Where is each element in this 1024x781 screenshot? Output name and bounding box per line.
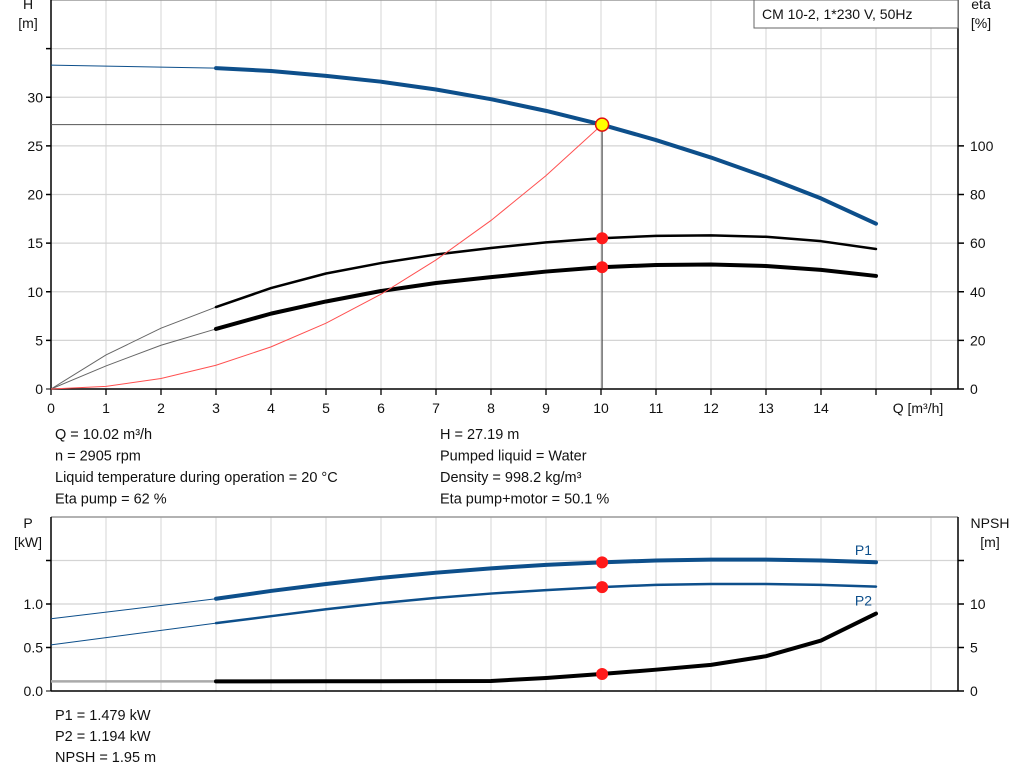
info-line: Density = 998.2 kg/m³ (440, 470, 582, 486)
curve-eta-pump (214, 234, 878, 309)
operating-point-npsh (596, 668, 609, 681)
x-tick-label: 4 (267, 400, 275, 416)
y-tick-label-left: 0.5 (24, 640, 44, 656)
info-line: Liquid temperature during operation = 20… (55, 470, 338, 486)
y-tick-label-left: 25 (27, 138, 43, 154)
operating-point-p2 (596, 581, 609, 594)
y-tick-label-left: 0 (35, 381, 43, 397)
x-tick-label: 2 (157, 400, 165, 416)
y-tick-label-right: 100 (970, 138, 994, 154)
curve-p1 (214, 557, 878, 601)
title-box (753, 0, 959, 29)
x-tick-label: 0 (47, 400, 55, 416)
y-tick-label-right: 0 (970, 683, 978, 699)
y-tick-label-left: 5 (35, 332, 43, 348)
y-tick-label-left: 15 (27, 235, 43, 251)
curve-p2 (214, 582, 878, 625)
y-tick-label-right: 20 (970, 332, 986, 348)
y-tick-label-left: 30 (27, 89, 43, 105)
series-label-p1: P1 (855, 542, 872, 558)
curve-p1-extrapolated (50, 598, 217, 620)
curve-h (214, 66, 878, 226)
info-line: Eta pump+motor = 50.1 % (440, 492, 609, 508)
y-tick-label-right: 10 (970, 596, 986, 612)
y-axis-label-right: [m] (980, 534, 999, 550)
y-axis-label-left: [m] (18, 15, 37, 31)
curve-system (50, 124, 603, 390)
x-tick-label: 3 (212, 400, 220, 416)
operating-point-p1 (596, 556, 609, 569)
y-tick-label-right: 0 (970, 381, 978, 397)
x-tick-label: 7 (432, 400, 440, 416)
info-line: P1 = 1.479 kW (55, 708, 151, 724)
info-line: NPSH = 1.95 m (55, 750, 156, 766)
y-tick-label-right: 5 (970, 640, 978, 656)
y-axis-label-left: P (23, 515, 32, 531)
info-line: H = 27.19 m (440, 427, 519, 443)
curve-eta-pump-extrapolated (50, 306, 217, 390)
series-label-p2: P2 (855, 593, 872, 609)
info-line: Eta pump = 62 % (55, 492, 167, 508)
y-tick-label-left: 20 (27, 187, 43, 203)
curve-eta-pump-motor-extrapolated (50, 328, 217, 390)
y-tick-label-right: 80 (970, 187, 986, 203)
y-tick-label-left: 1.0 (24, 596, 44, 612)
x-tick-label: 12 (703, 400, 719, 416)
y-tick-label-left: 10 (27, 284, 43, 300)
x-tick-label: 5 (322, 400, 330, 416)
operating-point-eta-pump-motor (596, 261, 609, 274)
x-tick-label: 11 (649, 400, 664, 416)
info-line: Pumped liquid = Water (440, 449, 587, 465)
y-tick-label-left: 0.0 (24, 683, 44, 699)
x-tick-label: 13 (758, 400, 774, 416)
info-line: Q = 10.02 m³/h (55, 427, 152, 443)
chart-title: CM 10-2, 1*230 V, 50Hz (762, 6, 912, 22)
curve-h-extrapolated (50, 64, 217, 69)
info-line: n = 2905 rpm (55, 449, 141, 465)
operating-point-eta-pump (596, 232, 609, 245)
y-tick-label-right: 60 (970, 235, 986, 251)
info-line: P2 = 1.194 kW (55, 729, 151, 745)
x-tick-label: 10 (593, 400, 609, 416)
y-axis-label-right: [%] (971, 15, 991, 31)
curve-p2-extrapolated (50, 622, 217, 646)
y-tick-label-right: 40 (970, 284, 986, 300)
x-tick-label: 1 (102, 400, 110, 416)
x-tick-label: 14 (813, 400, 829, 416)
x-axis-label: Q [m³/h] (893, 400, 944, 416)
y-axis-label-right: eta (971, 0, 991, 12)
x-tick-label: 9 (542, 400, 550, 416)
y-axis-label-left: H (23, 0, 33, 12)
x-tick-label: 8 (487, 400, 495, 416)
y-axis-label-right: NPSH (971, 515, 1010, 531)
x-tick-label: 6 (377, 400, 385, 416)
y-axis-label-left: [kW] (14, 534, 42, 550)
curve-eta-pump-motor (214, 262, 878, 331)
operating-point-duty (594, 117, 610, 132)
